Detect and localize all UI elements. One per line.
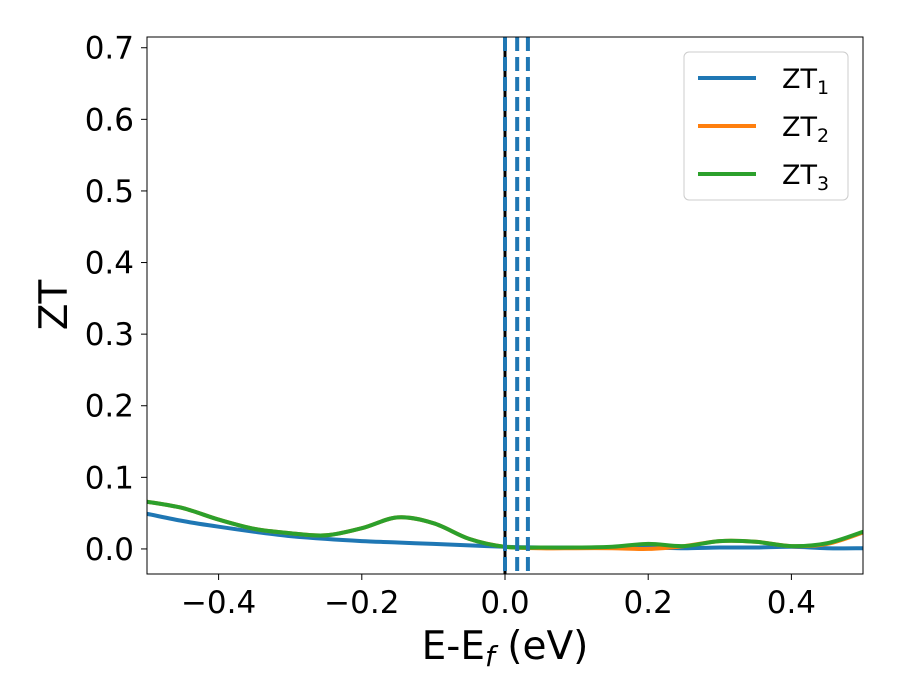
legend-label-1: ZT1 xyxy=(782,64,829,99)
y-tick-label: 0.1 xyxy=(85,460,134,496)
y-axis-label: ZT xyxy=(32,280,77,331)
y-tick-label: 0.7 xyxy=(85,31,134,67)
x-tick-label: −0.4 xyxy=(181,585,256,621)
y-tick-label: 0.5 xyxy=(85,174,134,210)
x-axis-label-main: E-E xyxy=(422,624,485,669)
x-tick-label: −0.2 xyxy=(324,585,399,621)
x-axis: −0.4 −0.2 0.0 0.2 0.4 xyxy=(181,574,816,621)
y-tick-label: 0.3 xyxy=(85,317,134,353)
y-tick-label: 0.6 xyxy=(85,102,134,138)
legend: ZT1 ZT2 ZT3 xyxy=(683,51,849,201)
y-tick-label: 0.2 xyxy=(85,389,134,425)
legend-label-2: ZT2 xyxy=(782,112,829,147)
x-axis-label-unit: (eV) xyxy=(495,624,589,669)
plot-area xyxy=(147,37,863,574)
x-tick-label: 0.0 xyxy=(480,585,529,621)
legend-box xyxy=(683,51,849,201)
y-axis: 0.0 0.1 0.2 0.3 0.4 0.5 0.6 0.7 xyxy=(85,31,147,568)
x-tick-label: 0.2 xyxy=(624,585,673,621)
legend-label-3: ZT3 xyxy=(782,160,829,195)
y-tick-label: 0.0 xyxy=(85,532,134,568)
x-axis-label: E-Ef (eV) xyxy=(422,624,589,673)
x-tick-label: 0.4 xyxy=(767,585,816,621)
y-tick-label: 0.4 xyxy=(85,246,134,282)
